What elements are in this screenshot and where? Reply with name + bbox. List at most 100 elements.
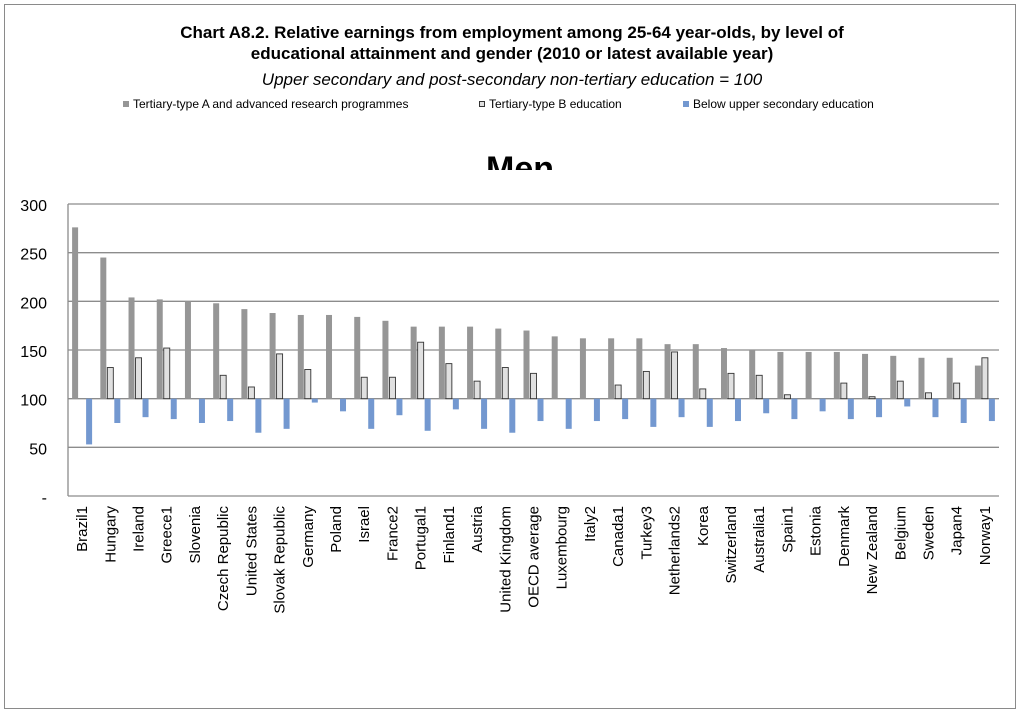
bar-below-upper — [932, 398, 939, 418]
bar-below-upper — [424, 398, 431, 431]
bar-tertiary-a — [213, 303, 220, 399]
bar-below-upper — [396, 398, 403, 416]
bar-tertiary-b — [755, 374, 763, 400]
y-tick-label: 150 — [20, 344, 47, 361]
x-tick-label: Finland1 — [441, 506, 458, 564]
bar-below-upper — [452, 398, 459, 410]
x-tick-label: New Zealand — [864, 506, 881, 594]
legend-item-below-upper: Below upper secondary education — [683, 97, 874, 111]
bar-below-upper — [565, 398, 572, 429]
bar-tertiary-a — [241, 309, 248, 399]
bar-tertiary-b — [219, 374, 227, 400]
x-tick-label: Japan4 — [949, 506, 966, 555]
bar-tertiary-a — [974, 365, 981, 399]
x-tick-label: Canada1 — [610, 506, 627, 567]
y-tick-label: 100 — [20, 393, 47, 410]
x-tick-label: Australia1 — [751, 506, 768, 573]
x-tick-label: Sweden — [920, 506, 937, 560]
x-tick-label: United States — [243, 506, 260, 596]
bar-below-upper — [255, 398, 262, 433]
bar-tertiary-b — [699, 388, 707, 400]
bar-tertiary-b — [445, 363, 453, 400]
chart-title-line-2: educational attainment and gender (2010 … — [250, 44, 774, 63]
x-tick-label: Switzerland — [723, 506, 740, 584]
bar-below-upper — [876, 398, 883, 418]
bar-tertiary-b — [360, 376, 368, 400]
y-tick-label: 200 — [20, 295, 47, 312]
x-tick-label: Italy2 — [582, 506, 599, 542]
bar-below-upper — [311, 398, 318, 403]
x-tick-label: Portugal1 — [413, 506, 430, 570]
bar-tertiary-b — [163, 347, 171, 400]
y-tick-label: 300 — [20, 198, 47, 215]
bar-tertiary-b — [981, 357, 989, 400]
bar-below-upper — [170, 398, 177, 420]
bar-below-upper — [904, 398, 911, 407]
bar-below-upper — [537, 398, 544, 422]
chart-title-line-1: Chart A8.2. Relative earnings from emplo… — [180, 23, 844, 42]
bar-below-upper — [593, 398, 600, 422]
legend-label-tertiary-b: Tertiary-type B education — [489, 97, 622, 111]
legend-label-tertiary-a: Tertiary-type A and advanced research pr… — [133, 97, 409, 111]
bar-tertiary-a — [495, 328, 502, 399]
bar-tertiary-a — [410, 326, 417, 399]
bar-tertiary-a — [72, 227, 79, 399]
bar-tertiary-a — [438, 326, 445, 399]
bar-below-upper — [706, 398, 713, 427]
bar-tertiary-a — [467, 326, 474, 399]
chart-title: Chart A8.2. Relative earnings from emplo… — [0, 22, 1024, 64]
bar-tertiary-a — [890, 355, 897, 399]
bar-tertiary-a — [636, 338, 643, 399]
x-tick-label: Estonia — [808, 505, 825, 556]
x-tick-label: France2 — [384, 506, 401, 561]
bar-tertiary-a — [326, 314, 333, 399]
x-tick-label: Greece1 — [159, 506, 176, 564]
bar-tertiary-b — [276, 353, 284, 400]
x-tick-label: Israel — [356, 506, 373, 543]
bar-below-upper — [142, 398, 149, 418]
bar-tertiary-b — [473, 380, 481, 400]
x-tick-label: Poland — [328, 506, 345, 553]
bar-tertiary-b — [896, 380, 904, 400]
legend-swatch-tertiary-a — [123, 101, 129, 107]
legend-item-tertiary-a: Tertiary-type A and advanced research pr… — [123, 97, 408, 111]
bar-tertiary-b — [642, 370, 650, 400]
bar-tertiary-b — [247, 386, 255, 400]
bar-below-upper — [791, 398, 798, 420]
bar-tertiary-a — [128, 297, 135, 399]
chart-subtitle: Upper secondary and post-secondary non-t… — [261, 70, 763, 89]
bar-tertiary-b — [417, 341, 425, 400]
bar-tertiary-a — [749, 350, 756, 399]
x-tick-label: Netherlands2 — [667, 506, 684, 595]
bar-tertiary-a — [608, 338, 615, 399]
bar-tertiary-a — [862, 353, 869, 399]
x-tick-label: Austria — [469, 505, 486, 552]
bar-tertiary-a — [523, 330, 530, 399]
y-tick-label: - — [42, 490, 47, 507]
bar-below-upper — [227, 398, 234, 422]
bar-tertiary-a — [269, 313, 276, 399]
bar-below-upper — [114, 398, 121, 423]
bar-tertiary-b — [304, 369, 312, 400]
bar-tertiary-b — [840, 382, 848, 400]
x-tick-label: Denmark — [836, 506, 853, 567]
legend-swatch-below-upper — [683, 101, 689, 107]
x-tick-label: Hungary — [102, 506, 119, 563]
x-tick-label: Korea — [695, 505, 712, 546]
bar-tertiary-a — [777, 351, 784, 399]
bar-tertiary-a — [918, 357, 925, 399]
legend: Tertiary-type A and advanced research pr… — [0, 97, 1024, 113]
x-tick-label: United Kingdom — [497, 506, 514, 613]
bar-below-upper — [622, 398, 629, 420]
x-tick-label: Brazil1 — [74, 506, 91, 552]
panel-title: Men — [486, 150, 554, 170]
y-tick-label: 250 — [20, 247, 47, 264]
bar-tertiary-a — [551, 336, 558, 399]
bar-tertiary-a — [692, 344, 699, 399]
bar-tertiary-a — [805, 351, 812, 399]
bar-below-upper — [86, 398, 93, 445]
bar-tertiary-a — [184, 301, 191, 399]
bar-tertiary-a — [100, 257, 107, 399]
bar-tertiary-b — [388, 376, 396, 400]
bar-below-upper — [734, 398, 741, 422]
